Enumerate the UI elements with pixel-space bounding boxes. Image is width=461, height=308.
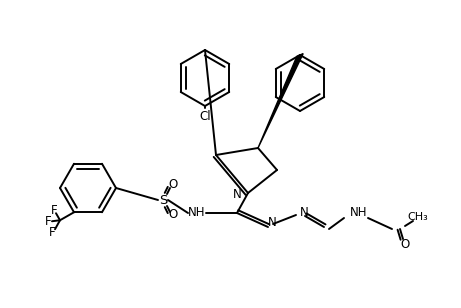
Text: F: F (51, 204, 57, 217)
Text: O: O (168, 209, 177, 221)
Text: S: S (159, 193, 167, 206)
Text: N: N (268, 216, 277, 229)
Text: O: O (168, 179, 177, 192)
Text: NH: NH (350, 206, 368, 220)
Text: N: N (233, 188, 242, 201)
Text: O: O (400, 237, 410, 250)
Text: CH₃: CH₃ (408, 212, 428, 222)
Text: Cl: Cl (199, 110, 211, 123)
Text: F: F (49, 226, 55, 239)
Text: F: F (45, 215, 51, 228)
Text: NH: NH (188, 206, 206, 220)
Text: N: N (300, 206, 308, 220)
Polygon shape (258, 54, 303, 148)
